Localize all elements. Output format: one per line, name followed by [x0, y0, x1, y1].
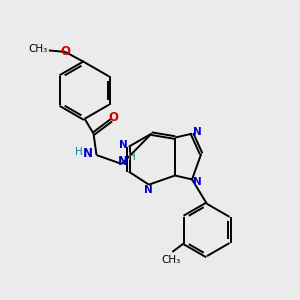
Text: CH₃: CH₃	[161, 255, 181, 265]
Text: N: N	[118, 155, 128, 168]
Text: H: H	[75, 147, 83, 157]
Text: N: N	[193, 127, 202, 136]
Text: CH₃: CH₃	[28, 44, 47, 54]
Text: H: H	[128, 152, 136, 161]
Text: N: N	[119, 140, 128, 150]
Text: O: O	[109, 111, 119, 124]
Text: N: N	[144, 185, 153, 195]
Text: N: N	[193, 176, 202, 187]
Text: O: O	[60, 45, 70, 58]
Text: N: N	[83, 147, 93, 160]
